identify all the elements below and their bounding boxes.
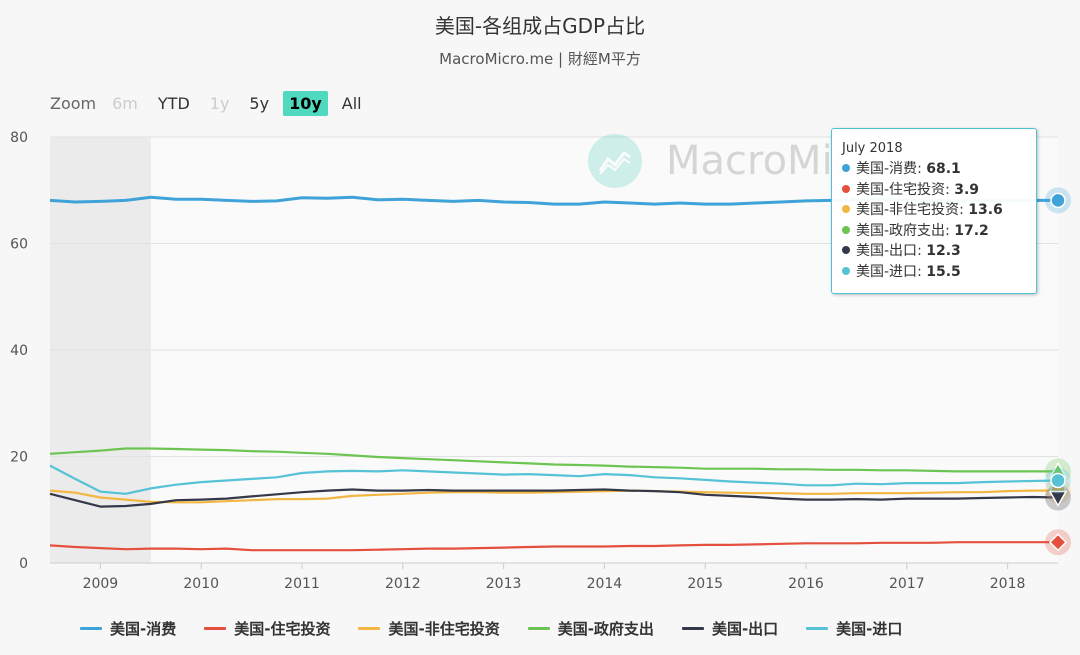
legend-label: 美国-住宅投资 xyxy=(234,620,331,638)
zoom-5y-button[interactable]: 5y xyxy=(249,93,270,113)
macromicro-logo-icon xyxy=(588,134,642,188)
tooltip-series-value: 68.1 xyxy=(926,161,961,177)
series-line xyxy=(49,464,1059,495)
tooltip-series-name: 美国-消费 xyxy=(856,161,918,177)
y-tick-label: 0 xyxy=(19,556,28,572)
tooltip-series-value: 12.3 xyxy=(926,243,961,259)
hover-marker xyxy=(1048,490,1068,508)
chart-title: 美国-各组成占GDP占比 xyxy=(434,14,646,38)
legend-label: 美国-非住宅投资 xyxy=(388,620,500,638)
chart-subtitle: MacroMicro.me | 財經M平方 xyxy=(439,50,641,68)
tooltip-series-name: 美国-非住宅投资 xyxy=(856,202,960,218)
series-dot-icon xyxy=(842,225,850,234)
hover-marker xyxy=(1050,472,1066,489)
zoom-10y-button[interactable]: 10y xyxy=(283,90,328,116)
x-tick-label: 2014 xyxy=(587,576,623,592)
series-dot-icon xyxy=(842,246,850,254)
series-dot-icon xyxy=(842,164,850,172)
zoom-bar: Zoom 6m YTD 1y 5y 10y All xyxy=(50,88,372,118)
series-dot-icon xyxy=(842,266,850,275)
legend-line-icon xyxy=(358,627,381,630)
legend-item-consumption[interactable]: 美国-消费 xyxy=(80,618,176,639)
legend-line-icon xyxy=(681,627,704,630)
legend-label: 美国-政府支出 xyxy=(557,620,654,638)
x-tick-label: 2010 xyxy=(183,576,219,592)
series-line xyxy=(49,488,1059,508)
y-tick-label: 40 xyxy=(10,343,28,359)
zoom-label: Zoom xyxy=(50,93,97,113)
tooltip-row: 美国-进口: 15.5 xyxy=(842,262,1026,283)
zoom-6m-button[interactable]: 6m xyxy=(112,93,138,113)
tooltip-series-value: 17.2 xyxy=(954,222,989,239)
zoom-1y-button[interactable]: 1y xyxy=(209,93,230,113)
legend-label: 美国-出口 xyxy=(711,620,779,638)
tooltip-row: 美国-政府支出: 17.2 xyxy=(842,221,1026,242)
tooltip-row: 美国-出口: 12.3 xyxy=(842,241,1026,262)
legend-item-exports[interactable]: 美国-出口 xyxy=(681,618,779,639)
legend-line-icon xyxy=(527,627,550,630)
x-tick-label: 2009 xyxy=(83,576,119,592)
legend-label: 美国-消费 xyxy=(110,620,177,638)
tooltip-series-name: 美国-进口 xyxy=(856,263,918,280)
legend-item-nonresidential-investment[interactable]: 美国-非住宅投资 xyxy=(358,618,500,639)
tooltip-series-name: 美国-住宅投资 xyxy=(856,181,946,198)
series-dot-icon xyxy=(842,184,850,193)
x-tick-label: 2011 xyxy=(284,576,320,592)
y-tick-label: 60 xyxy=(10,237,28,253)
x-tick-label: 2018 xyxy=(990,576,1026,592)
legend-item-residential-investment[interactable]: 美国-住宅投资 xyxy=(204,618,330,639)
zoom-all-button[interactable]: All xyxy=(341,93,362,113)
series-line xyxy=(49,489,1058,504)
x-tick-label: 2012 xyxy=(385,576,421,592)
legend-item-government-spending[interactable]: 美国-政府支出 xyxy=(527,618,654,639)
y-tick-label: 80 xyxy=(10,130,28,146)
legend-line-icon xyxy=(204,627,227,630)
legend-line-icon xyxy=(80,627,102,630)
tooltip-title: July 2018 xyxy=(842,141,903,156)
tooltip-series-value: 3.9 xyxy=(954,181,980,198)
x-tick-label: 2015 xyxy=(687,576,723,592)
tooltip-row: 美国-消费: 68.1 xyxy=(842,159,1026,180)
legend-line-icon xyxy=(806,627,829,630)
series-line xyxy=(49,447,1058,473)
series-dot-icon xyxy=(842,205,850,213)
tooltip-series-name: 美国-政府支出 xyxy=(856,222,946,239)
legend: 美国-消费 美国-住宅投资 美国-非住宅投资 美国-政府支出 美国-出口 美国-… xyxy=(80,618,930,639)
legend-label: 美国-进口 xyxy=(836,620,903,638)
tooltip: July 2018 美国-消费: 68.1 美国-住宅投资: 3.9 美国-非住… xyxy=(831,128,1037,294)
x-tick-label: 2017 xyxy=(889,576,925,592)
legend-item-imports[interactable]: 美国-进口 xyxy=(806,618,902,639)
y-tick-label: 20 xyxy=(10,450,28,466)
tooltip-series-value: 13.6 xyxy=(968,202,1003,218)
tooltip-row: 美国-非住宅投资: 13.6 xyxy=(842,200,1026,221)
zoom-ytd-button[interactable]: YTD xyxy=(157,93,190,113)
hover-marker xyxy=(1050,192,1066,209)
tooltip-series-name: 美国-出口 xyxy=(856,243,918,259)
hover-marker xyxy=(1048,533,1068,552)
tooltip-row: 美国-住宅投资: 3.9 xyxy=(842,180,1026,201)
x-tick-label: 2016 xyxy=(788,576,824,592)
series-line xyxy=(49,541,1058,552)
x-tick-label: 2013 xyxy=(486,576,522,592)
tooltip-series-value: 15.5 xyxy=(926,263,961,280)
